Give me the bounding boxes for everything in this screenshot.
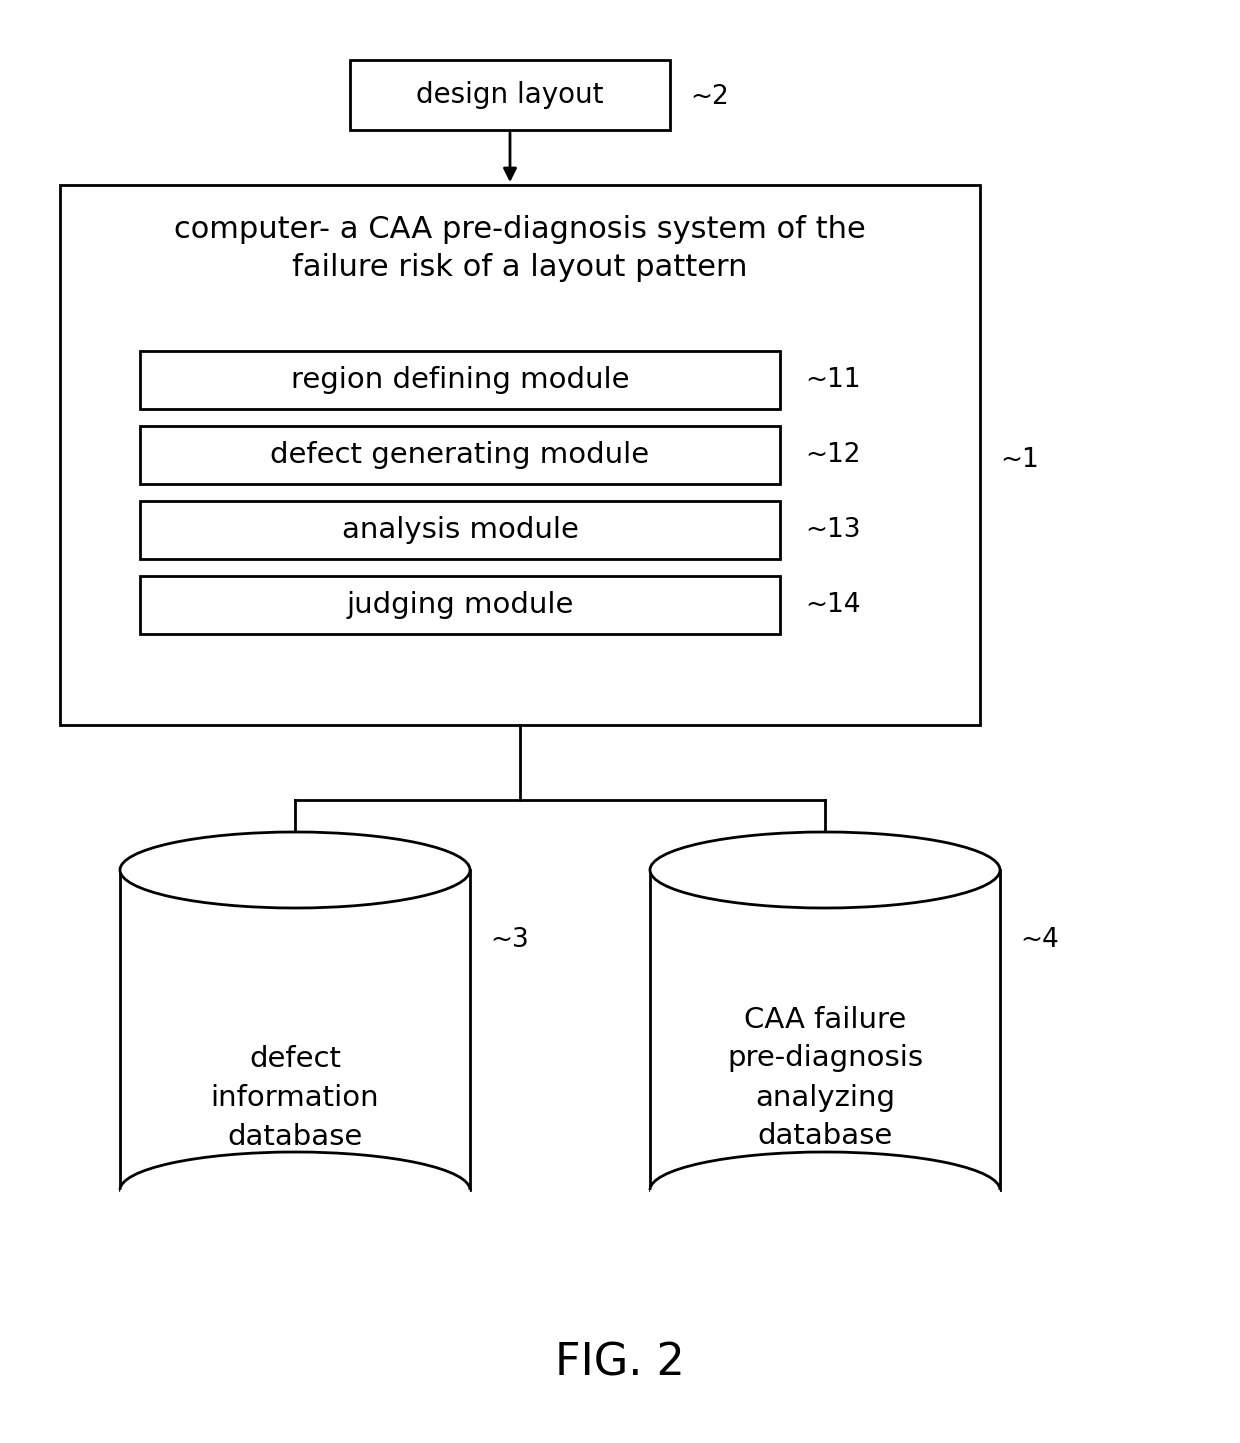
Ellipse shape: [120, 833, 470, 908]
Bar: [60, 185, 980, 724]
Text: defect
information
database: defect information database: [211, 1045, 379, 1152]
Text: design layout: design layout: [417, 81, 604, 110]
Bar: [350, 61, 670, 130]
Text: FIG. 2: FIG. 2: [556, 1342, 684, 1384]
Text: computer- a CAA pre-diagnosis system of the
failure risk of a layout pattern: computer- a CAA pre-diagnosis system of …: [174, 215, 866, 283]
Text: ~12: ~12: [805, 442, 861, 468]
Ellipse shape: [650, 1152, 999, 1228]
Bar: [120, 870, 470, 1190]
Text: ~13: ~13: [805, 517, 861, 543]
Bar: [140, 501, 780, 558]
Text: CAA failure
pre-diagnosis
analyzing
database: CAA failure pre-diagnosis analyzing data…: [727, 1006, 923, 1150]
Bar: [650, 870, 999, 1190]
Text: ~14: ~14: [805, 592, 861, 618]
Bar: [140, 576, 780, 633]
Text: ~2: ~2: [689, 84, 729, 110]
Text: ~3: ~3: [490, 926, 528, 952]
Text: defect generating module: defect generating module: [270, 442, 650, 469]
Bar: [140, 426, 780, 483]
Bar: [140, 351, 780, 408]
Text: judging module: judging module: [346, 592, 574, 619]
Text: analysis module: analysis module: [341, 517, 578, 544]
Text: ~11: ~11: [805, 367, 861, 392]
Text: ~4: ~4: [1021, 926, 1059, 952]
Text: region defining module: region defining module: [290, 367, 629, 394]
Text: ~1: ~1: [999, 447, 1039, 473]
Ellipse shape: [650, 833, 999, 908]
Ellipse shape: [120, 1152, 470, 1228]
